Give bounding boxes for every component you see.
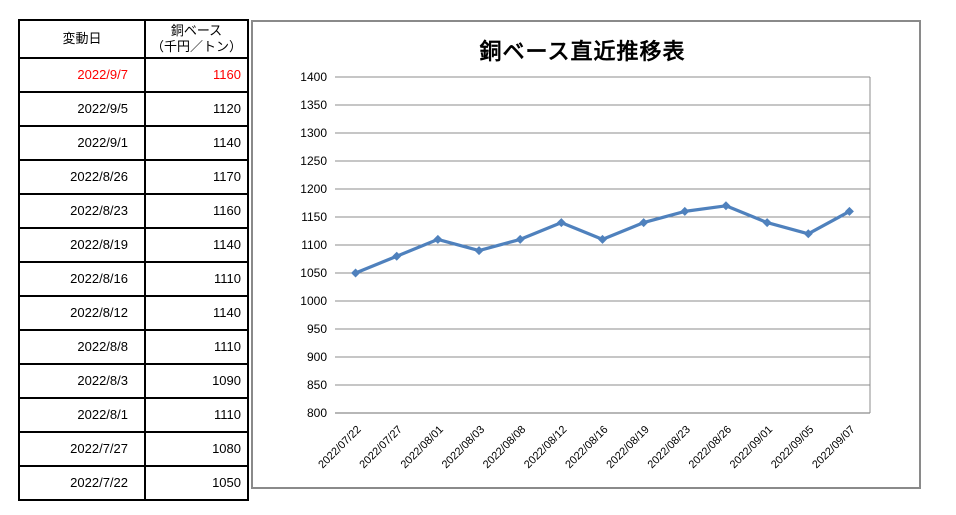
price-cell: 1080 xyxy=(144,431,249,467)
table-row: 2022/8/8 1110 xyxy=(18,329,249,365)
table-row: 2022/8/23 1160 xyxy=(18,193,249,229)
col-header-date: 変動日 xyxy=(18,19,146,59)
price-cell: 1110 xyxy=(144,261,249,297)
x-axis-label: 2022/08/19 xyxy=(604,424,651,471)
col-header-price-line2: （千円／トン） xyxy=(150,39,242,54)
table-row: 2022/8/26 1170 xyxy=(18,159,249,195)
col-header-price: 銅ベース （千円／トン） xyxy=(144,19,249,59)
y-axis-label: 1050 xyxy=(300,266,327,280)
date-cell: 2022/8/1 xyxy=(18,397,146,433)
x-axis-label: 2022/07/22 xyxy=(316,424,363,471)
y-axis-label: 1350 xyxy=(300,98,327,112)
x-axis-label: 2022/09/07 xyxy=(810,424,857,471)
x-axis-label: 2022/08/16 xyxy=(563,424,610,471)
y-axis-label: 850 xyxy=(307,378,327,392)
table-row: 2022/7/22 1050 xyxy=(18,465,249,501)
y-axis-label: 1000 xyxy=(300,294,327,308)
table-row: 2022/7/27 1080 xyxy=(18,431,249,467)
date-cell: 2022/9/7 xyxy=(18,57,146,93)
y-axis-label: 1100 xyxy=(301,238,327,252)
data-point-marker xyxy=(680,206,690,216)
date-cell: 2022/9/1 xyxy=(18,125,146,161)
date-cell: 2022/8/23 xyxy=(18,193,146,229)
date-cell: 2022/8/26 xyxy=(18,159,146,195)
y-axis-label: 1400 xyxy=(300,70,327,84)
table-header-row: 変動日 銅ベース （千円／トン） xyxy=(18,19,249,59)
date-cell: 2022/8/3 xyxy=(18,363,146,399)
table-row: 2022/8/19 1140 xyxy=(18,227,249,263)
data-point-marker xyxy=(515,234,525,244)
price-cell: 1170 xyxy=(144,159,249,195)
col-header-price-line1: 銅ベース xyxy=(170,22,223,38)
chart-title: 銅ベース直近推移表 xyxy=(479,39,686,64)
price-table-body: 2022/9/7 1160 2022/9/5 1120 2022/9/1 1140 2022… xyxy=(18,57,249,501)
date-cell: 2022/8/16 xyxy=(18,261,146,297)
price-cell: 1120 xyxy=(144,91,249,127)
x-axis-label: 2022/08/08 xyxy=(481,424,528,471)
y-axis-label: 950 xyxy=(307,322,327,336)
table-row: 2022/9/7 1160 xyxy=(18,57,249,93)
data-point-marker xyxy=(762,218,772,228)
data-point-marker xyxy=(803,229,813,239)
price-cell: 1050 xyxy=(144,465,249,501)
date-cell: 2022/7/22 xyxy=(18,465,146,501)
price-cell: 1160 xyxy=(144,193,249,229)
data-point-marker xyxy=(433,234,443,244)
y-axis-label: 1300 xyxy=(300,126,327,140)
x-axis-label: 2022/08/23 xyxy=(646,424,693,471)
price-cell: 1140 xyxy=(144,227,249,263)
data-point-marker xyxy=(721,201,731,211)
data-point-marker xyxy=(556,218,566,228)
trend-chart: 銅ベース直近推移表 1400 1350 1300 1250 1200 1150 1100 10… xyxy=(251,20,921,489)
x-axis-label: 2022/09/01 xyxy=(728,424,775,471)
price-table: 変動日 銅ベース （千円／トン） 2022/9/7 1160 2022/9/5 112… xyxy=(18,19,249,501)
price-cell: 1140 xyxy=(144,295,249,331)
price-cell: 1160 xyxy=(144,57,249,93)
table-row: 2022/9/1 1140 xyxy=(18,125,249,161)
date-cell: 2022/8/19 xyxy=(18,227,146,263)
data-point-marker xyxy=(392,251,402,261)
y-axis-label: 1250 xyxy=(300,154,327,168)
data-point-marker xyxy=(639,218,649,228)
date-cell: 2022/7/27 xyxy=(18,431,146,467)
price-cell: 1110 xyxy=(144,329,249,365)
chart-plot-area: 1400 1350 1300 1250 1200 1150 1100 1050 1000 950 9… xyxy=(300,70,871,471)
table-row: 2022/8/12 1140 xyxy=(18,295,249,331)
price-cell: 1110 xyxy=(144,397,249,433)
price-cell: 1140 xyxy=(144,125,249,161)
table-row: 2022/8/16 1110 xyxy=(18,261,249,297)
data-point-marker xyxy=(351,268,361,278)
x-axis-label: 2022/08/12 xyxy=(522,424,569,471)
x-axis-label: 2022/08/26 xyxy=(687,424,734,471)
y-axis-label: 1150 xyxy=(301,210,327,224)
table-row: 2022/9/5 1120 xyxy=(18,91,249,127)
price-cell: 1090 xyxy=(144,363,249,399)
table-row: 2022/8/3 1090 xyxy=(18,363,249,399)
x-axis-label: 2022/08/01 xyxy=(399,424,446,471)
data-point-marker xyxy=(844,206,854,216)
data-point-marker xyxy=(598,234,607,244)
data-point-marker xyxy=(474,246,484,256)
x-axis-label: 2022/07/27 xyxy=(357,424,404,471)
y-axis-label: 1200 xyxy=(300,182,327,196)
table-row: 2022/8/1 1110 xyxy=(18,397,249,433)
date-cell: 2022/8/8 xyxy=(18,329,146,365)
date-cell: 2022/9/5 xyxy=(18,91,146,127)
x-axis-label: 2022/08/03 xyxy=(440,424,487,471)
x-axis-label: 2022/09/05 xyxy=(769,424,816,471)
y-axis-label: 800 xyxy=(307,406,327,420)
y-axis-label: 900 xyxy=(307,350,327,364)
date-cell: 2022/8/12 xyxy=(18,295,146,331)
